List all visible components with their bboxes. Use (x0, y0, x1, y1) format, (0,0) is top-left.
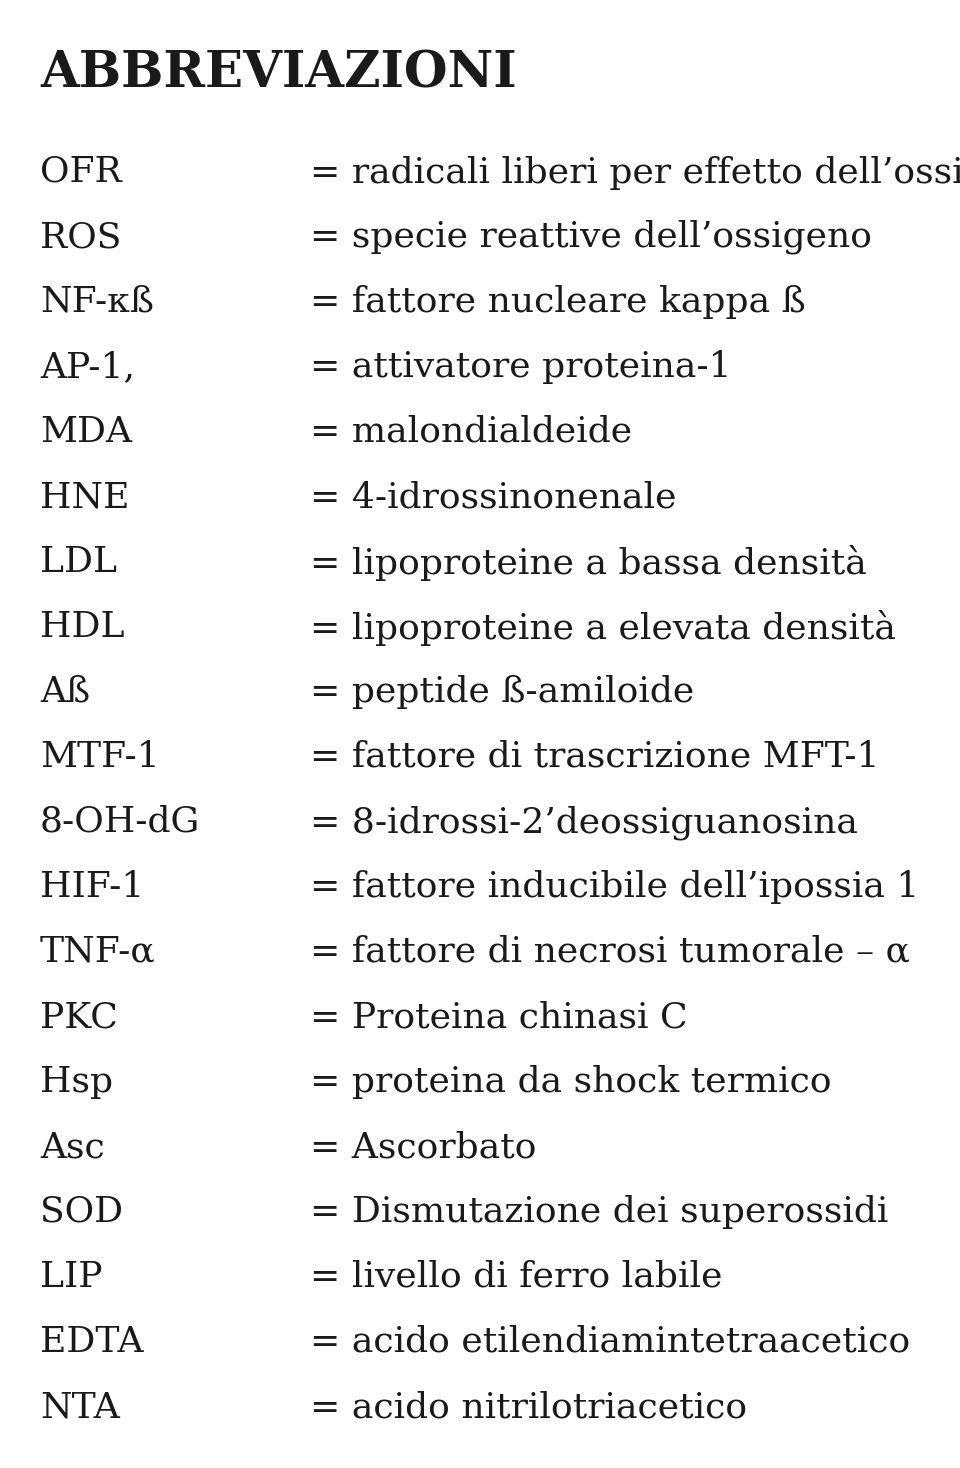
Text: = specie reattive dell’ossigeno: = specie reattive dell’ossigeno (310, 220, 872, 254)
Text: = 4-idrossinonenale: = 4-idrossinonenale (310, 480, 677, 514)
Text: = proteina da shock termico: = proteina da shock termico (310, 1064, 831, 1100)
Text: = lipoproteine a bassa densità: = lipoproteine a bassa densità (310, 545, 867, 581)
Text: Hsp: Hsp (40, 1064, 113, 1100)
Text: = Dismutazione dei superossidi: = Dismutazione dei superossidi (310, 1195, 888, 1229)
Text: = peptide ß-amiloide: = peptide ß-amiloide (310, 675, 694, 709)
Text: = fattore di trascrizione MFT-1: = fattore di trascrizione MFT-1 (310, 740, 879, 774)
Text: PKC: PKC (40, 1000, 118, 1033)
Text: = malondialdeide: = malondialdeide (310, 415, 632, 449)
Text: = Proteina chinasi C: = Proteina chinasi C (310, 1000, 687, 1033)
Text: HDL: HDL (40, 611, 125, 644)
Text: = acido nitrilotriacetico: = acido nitrilotriacetico (310, 1390, 747, 1424)
Text: AP-1,: AP-1, (40, 349, 135, 385)
Text: OFR: OFR (40, 156, 122, 189)
Text: = livello di ferro labile: = livello di ferro labile (310, 1260, 723, 1293)
Text: ABBREVIAZIONI: ABBREVIAZIONI (40, 50, 516, 98)
Text: LIP: LIP (40, 1260, 103, 1293)
Text: = attivatore proteina-1: = attivatore proteina-1 (310, 349, 732, 385)
Text: HNE: HNE (40, 480, 130, 514)
Text: Aß: Aß (40, 675, 90, 709)
Text: ROS: ROS (40, 220, 121, 254)
Text: = fattore nucleare kappa ß: = fattore nucleare kappa ß (310, 285, 805, 319)
Text: = fattore inducibile dell’ipossia 1: = fattore inducibile dell’ipossia 1 (310, 871, 920, 904)
Text: = lipoproteine a elevata densità: = lipoproteine a elevata densità (310, 611, 896, 646)
Text: Asc: Asc (40, 1130, 105, 1164)
Text: NF-κß: NF-κß (40, 285, 154, 319)
Text: EDTA: EDTA (40, 1326, 143, 1359)
Text: SOD: SOD (40, 1195, 123, 1229)
Text: NTA: NTA (40, 1390, 120, 1424)
Text: MDA: MDA (40, 415, 132, 449)
Text: = 8-idrossi-2’deossiguanosina: = 8-idrossi-2’deossiguanosina (310, 804, 858, 840)
Text: = Ascorbato: = Ascorbato (310, 1130, 537, 1164)
Text: = fattore di necrosi tumorale – α: = fattore di necrosi tumorale – α (310, 935, 910, 969)
Text: = acido etilendiamintetraacetico: = acido etilendiamintetraacetico (310, 1326, 910, 1359)
Text: MTF-1: MTF-1 (40, 740, 159, 774)
Text: 8-OH-dG: 8-OH-dG (40, 804, 201, 840)
Text: HIF-1: HIF-1 (40, 871, 144, 904)
Text: LDL: LDL (40, 545, 117, 578)
Text: TNF-α: TNF-α (40, 935, 156, 969)
Text: = radicali liberi per effetto dell’ossigeno: = radicali liberi per effetto dell’ossig… (310, 156, 960, 189)
